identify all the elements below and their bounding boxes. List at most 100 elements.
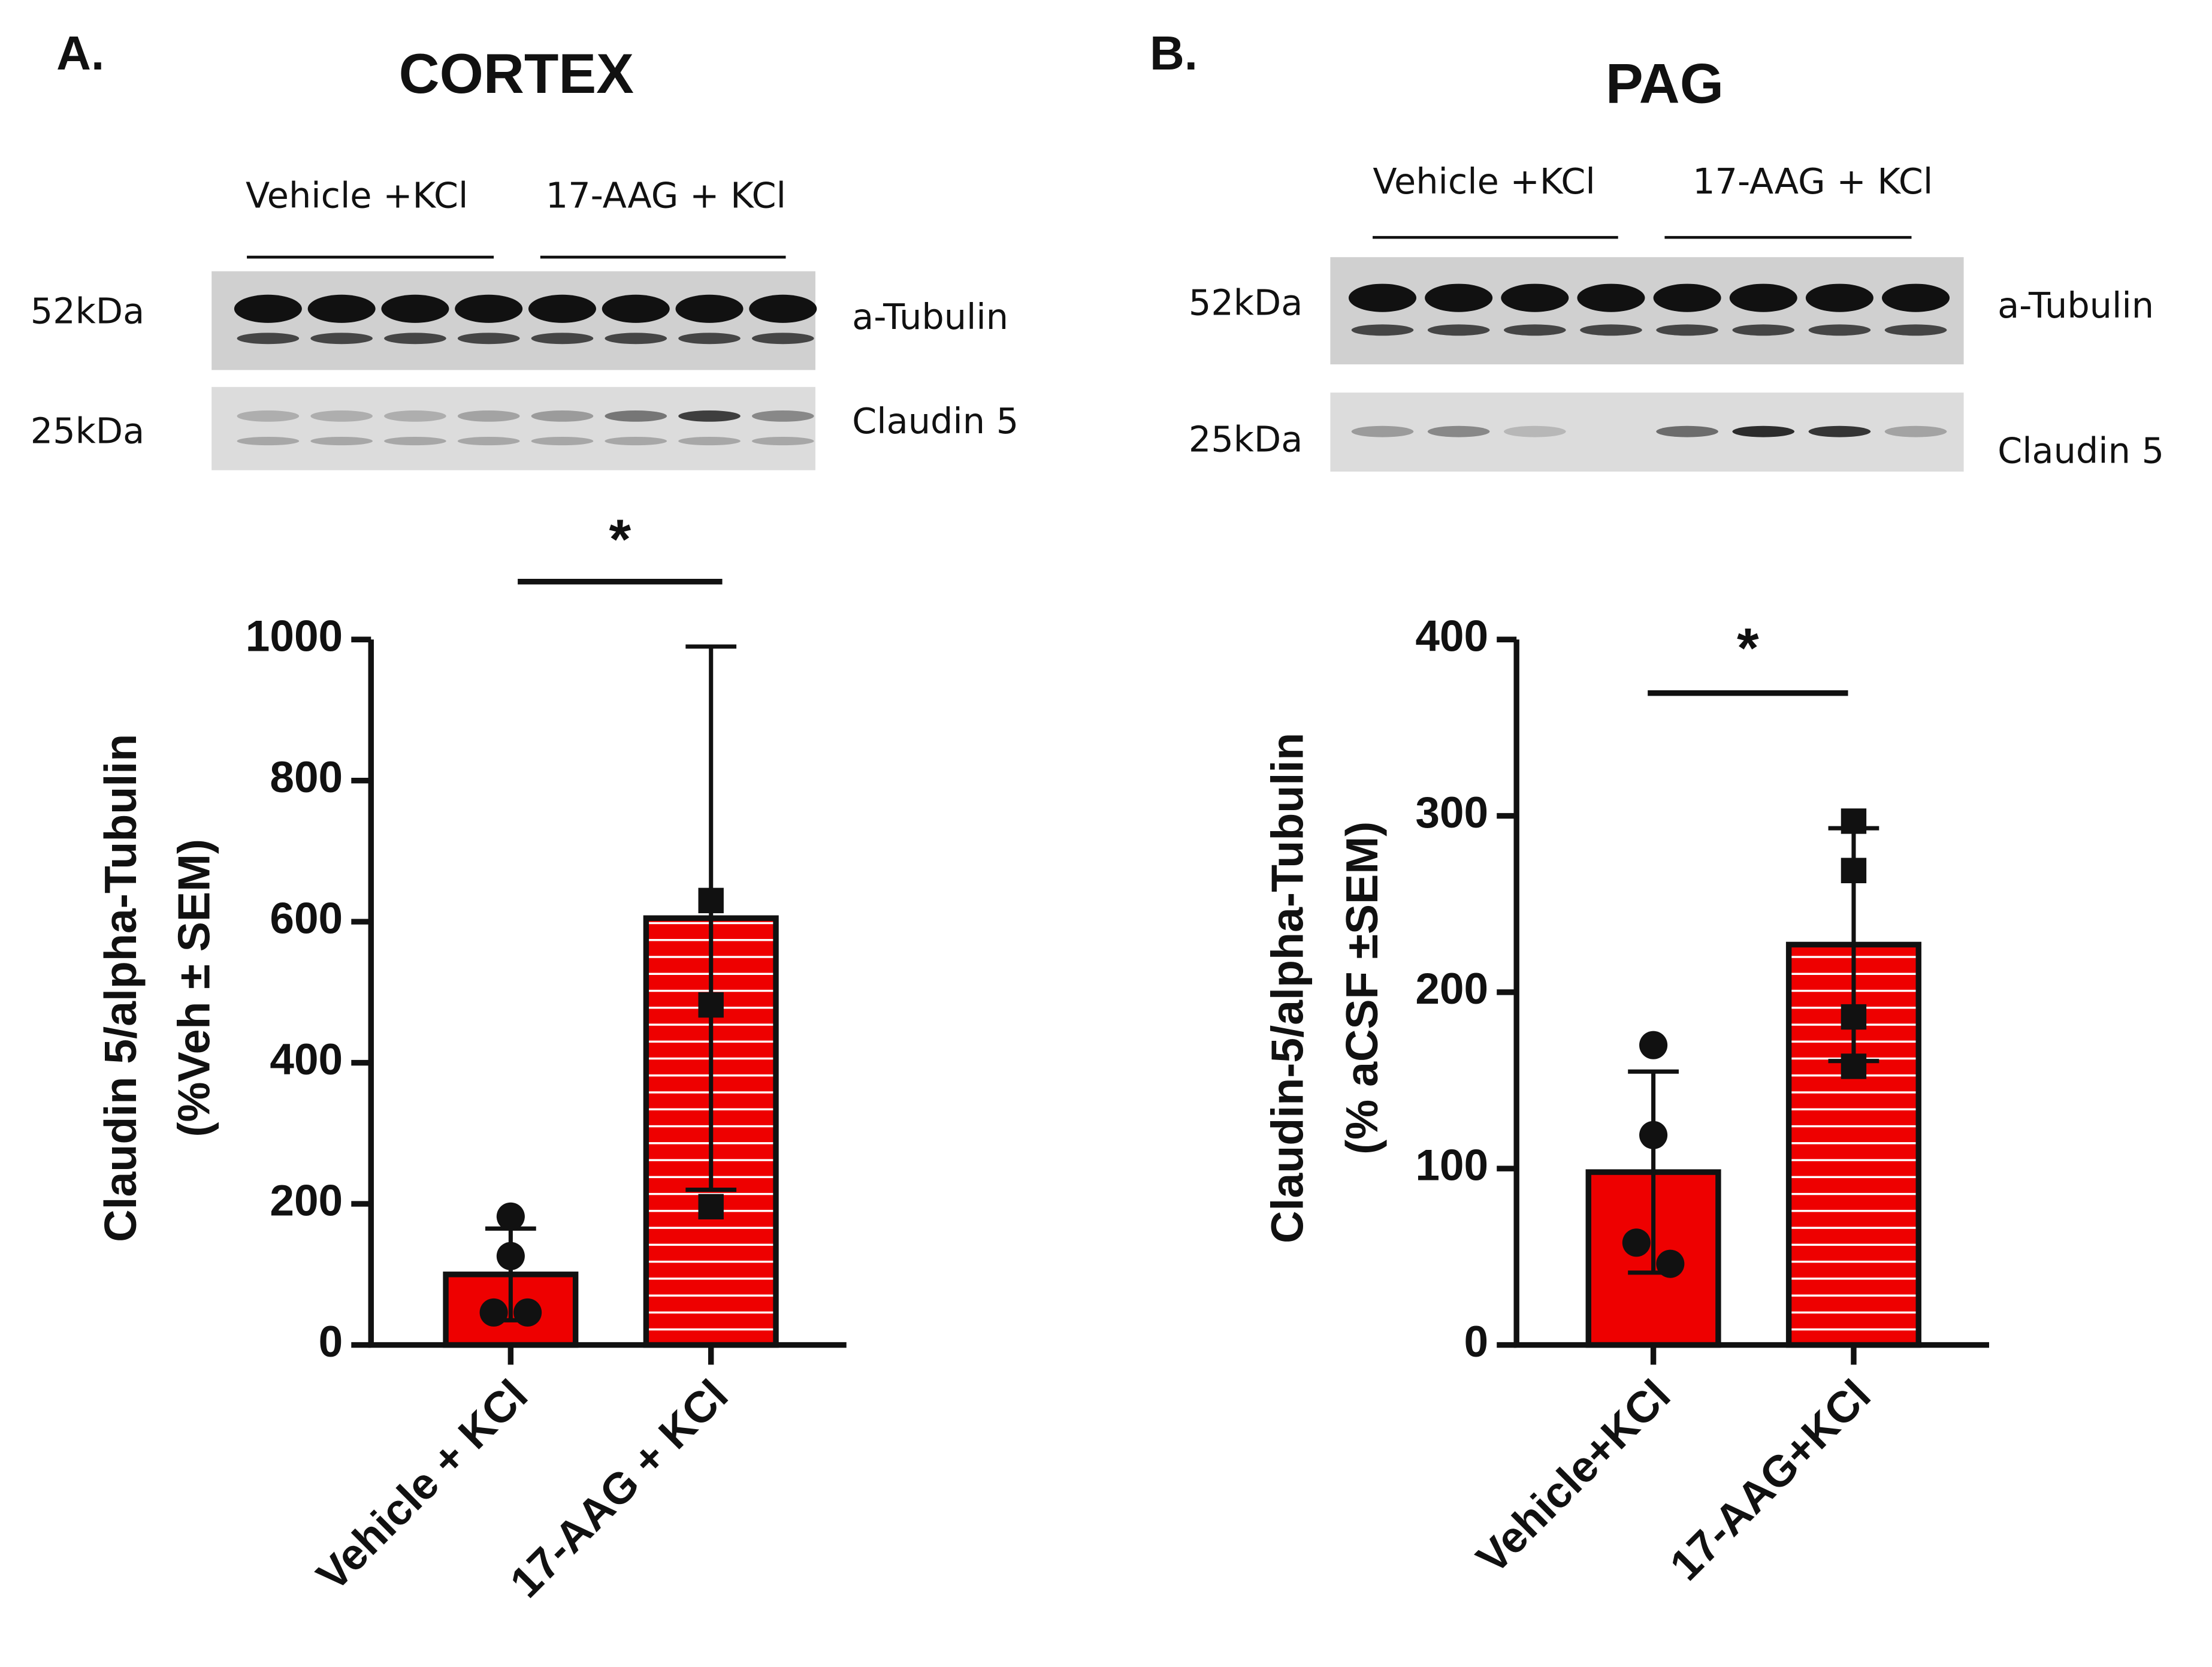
size-marker: 25kDa: [1189, 419, 1303, 460]
blot-band: [751, 333, 814, 345]
y-tick-label: 800: [270, 753, 343, 802]
blot-band: [237, 333, 300, 345]
blot-band: [384, 333, 446, 345]
blot-band: [234, 294, 302, 323]
data-point: [1639, 1031, 1668, 1059]
blot-band: [237, 410, 300, 422]
blot-band: [237, 437, 300, 446]
data-point: [1841, 808, 1867, 834]
significance-label: *: [609, 508, 631, 570]
y-tick-label: 200: [1415, 965, 1488, 1013]
chart-title: CORTEX: [399, 42, 634, 105]
blot-band: [1732, 425, 1795, 437]
blot-band: [1351, 425, 1414, 437]
blot-band: [1580, 324, 1642, 336]
data-point: [513, 1298, 542, 1327]
size-marker: 52kDa: [1189, 282, 1303, 323]
blot-band: [678, 333, 741, 345]
y-axis-label: Claudin-5/alpha-Tubulin: [1262, 733, 1312, 1243]
blot-band: [455, 294, 523, 323]
data-point: [1622, 1228, 1651, 1257]
error-bar: [685, 644, 737, 1192]
data-point: [1841, 1053, 1867, 1079]
blot-band: [1808, 324, 1871, 336]
significance-label: *: [1737, 616, 1759, 679]
blot-band: [1656, 324, 1718, 336]
blot-band: [1425, 283, 1493, 312]
blot-band: [307, 294, 376, 323]
y-tick-label: 600: [270, 894, 343, 943]
y-tick-label: 200: [270, 1176, 343, 1225]
blot-band: [1808, 425, 1871, 437]
y-tick-label: 0: [319, 1318, 343, 1366]
blot-band: [1653, 283, 1721, 312]
blot-band: [1501, 283, 1569, 312]
blot-band: [1348, 283, 1417, 312]
blot-band: [678, 410, 741, 422]
blot-group-label: Vehicle +KCl: [1373, 161, 1595, 202]
blot-band: [384, 410, 446, 422]
data-point: [1841, 857, 1867, 883]
protein-label: Claudin 5: [1998, 430, 2164, 472]
blot-band: [678, 437, 741, 446]
blot-band: [1729, 283, 1797, 312]
blot-image: [1330, 257, 1964, 365]
blot-band: [310, 333, 373, 345]
blot-band: [1732, 324, 1795, 336]
x-tick-label: Vehicle + KCl: [307, 1371, 537, 1600]
blot-band: [1577, 283, 1645, 312]
data-point: [698, 992, 724, 1018]
x-tick-label: 17-AAG+KCl: [1661, 1371, 1880, 1590]
blot-band: [751, 410, 814, 422]
blot-band: [381, 294, 449, 323]
data-point: [479, 1298, 508, 1327]
data-point: [698, 887, 724, 914]
data-point: [1841, 1004, 1867, 1030]
blot-band: [1503, 425, 1566, 437]
blot-band: [310, 437, 373, 446]
data-point: [1656, 1249, 1685, 1278]
protein-label: Claudin 5: [852, 400, 1019, 442]
panel-label: A.: [56, 26, 104, 80]
y-axis-label: (%Veh ± SEM): [169, 839, 219, 1137]
data-point: [496, 1202, 525, 1231]
blot-band: [310, 410, 373, 422]
y-tick-label: 400: [1415, 612, 1488, 661]
blot-band: [384, 437, 446, 446]
data-point: [496, 1242, 525, 1270]
blot-band: [457, 333, 520, 345]
blot-band: [751, 437, 814, 446]
blot-band: [1882, 283, 1950, 312]
blot-band: [749, 294, 817, 323]
blot-image: [211, 386, 815, 470]
chart-title: PAG: [1606, 52, 1724, 114]
y-tick-label: 1000: [246, 612, 343, 661]
blot-band: [531, 437, 594, 446]
y-tick-label: 0: [1464, 1318, 1489, 1366]
protein-label: a-Tubulin: [1998, 285, 2154, 326]
x-tick-label: Vehicle+KCl: [1467, 1371, 1679, 1583]
size-marker: 52kDa: [31, 290, 144, 331]
protein-label: a-Tubulin: [852, 296, 1008, 337]
blot-band: [605, 333, 667, 345]
blot-band: [1884, 425, 1947, 437]
blot-band: [1427, 425, 1490, 437]
blot-band: [457, 437, 520, 446]
blot-band: [1805, 283, 1873, 312]
blot-band: [531, 410, 594, 422]
panel-label: B.: [1150, 26, 1198, 80]
y-tick-label: 100: [1415, 1141, 1488, 1189]
y-axis-label: Claudin 5/alpha-Tubulin: [95, 734, 146, 1242]
data-point: [698, 1194, 724, 1219]
blot-band: [605, 410, 667, 422]
y-tick-label: 400: [270, 1035, 343, 1084]
blot-band: [531, 333, 594, 345]
x-tick-label: 17-AAG + KCl: [501, 1371, 737, 1607]
blot-band: [605, 437, 667, 446]
size-marker: 25kDa: [31, 410, 144, 452]
y-tick-label: 300: [1415, 789, 1488, 837]
blot-band: [602, 294, 670, 323]
blot-band: [1656, 425, 1718, 437]
data-point: [1639, 1121, 1668, 1149]
